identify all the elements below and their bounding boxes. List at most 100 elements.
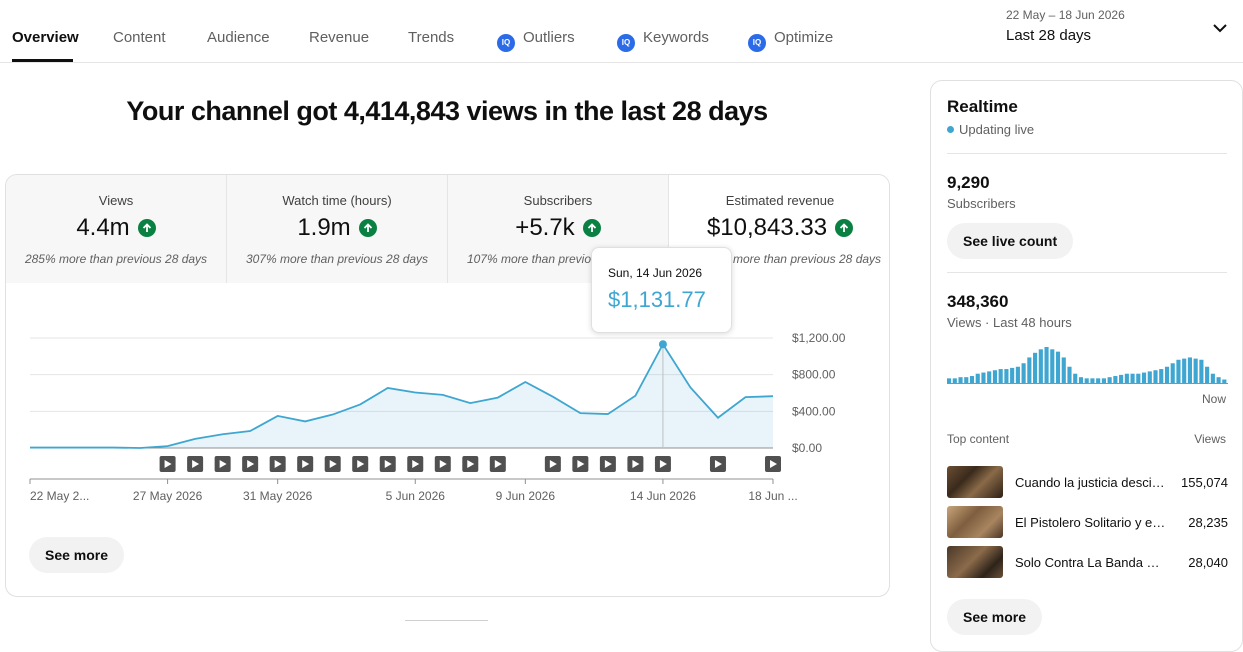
realtime-bar (1073, 373, 1078, 383)
realtime-bar (1044, 347, 1049, 383)
realtime-bar (987, 371, 992, 383)
realtime-bar (992, 370, 998, 383)
realtime-bar (975, 373, 980, 383)
live-status: Updating live (947, 122, 1034, 137)
metric-note: 307% more than previous 28 days (245, 252, 429, 266)
tab-overview[interactable]: Overview (12, 29, 79, 46)
top-content-item[interactable]: Cuando la justicia desciende del cielo 1… (947, 466, 1228, 498)
realtime-bar (1090, 378, 1095, 383)
x-tick-label: 31 May 2026 (243, 489, 313, 503)
video-upload-marker-icon[interactable] (709, 456, 726, 472)
realtime-bar (1159, 369, 1164, 383)
realtime-bar (1176, 359, 1181, 383)
metric-value: $10,843.33 (707, 214, 854, 242)
video-upload-marker-icon[interactable] (489, 456, 506, 472)
video-upload-marker-icon[interactable] (214, 456, 231, 472)
revenue-line-chart: $1,200.00 $800.00 $400.00 $0.00 22 May 2... 2… (29, 331, 846, 503)
tab-keywords[interactable]: IQ Keywords (617, 29, 709, 52)
realtime-bar (1038, 349, 1043, 383)
series-area (30, 344, 773, 448)
metric-label: Estimated revenue (725, 193, 835, 208)
realtime-bar (969, 376, 975, 383)
video-upload-marker-icon[interactable] (297, 456, 314, 472)
video-upload-marker-icon[interactable] (599, 456, 616, 472)
divider (947, 153, 1227, 154)
tab-trends[interactable]: Trends (408, 29, 455, 46)
realtime-bar (1222, 379, 1227, 383)
metric-value: +5.7k (515, 214, 601, 242)
metric-note: more than previous 28 days (732, 252, 882, 266)
see-more-button[interactable]: See more (29, 537, 125, 573)
video-upload-marker-icon[interactable] (627, 456, 644, 472)
video-upload-marker-icon[interactable] (187, 456, 204, 472)
arrow-up-icon (358, 219, 377, 237)
realtime-bar (1107, 377, 1112, 383)
metric-watch-time[interactable]: Watch time (hours) 1.9m 307% more than p… (227, 175, 448, 283)
realtime-bar (1010, 367, 1015, 383)
video-upload-marker-icon[interactable] (242, 456, 259, 472)
realtime-see-more-button[interactable]: See more (947, 599, 1043, 635)
realtime-bar (981, 372, 986, 383)
video-upload-marker-icon[interactable] (269, 456, 286, 472)
date-range-label: Last 28 days (1006, 27, 1092, 44)
arrow-up-icon (582, 219, 601, 237)
top-content-item[interactable]: Solo Contra La Banda Maldita 28,040 (947, 546, 1228, 578)
realtime-bar (1147, 371, 1152, 383)
realtime-bar (1050, 349, 1055, 383)
scroll-indicator (405, 620, 488, 621)
video-upload-marker-icon[interactable] (324, 456, 341, 472)
date-range-picker[interactable]: 22 May – 18 Jun 2026 Last 28 days (1006, 8, 1125, 44)
arrow-up-icon (137, 219, 156, 237)
video-upload-marker-icon[interactable] (544, 456, 561, 472)
metric-label: Views (98, 193, 134, 208)
metric-label: Subscribers (523, 193, 593, 208)
x-tick-label: 14 Jun 2026 (630, 489, 696, 503)
metric-value: 1.9m (297, 214, 377, 242)
video-upload-marker-icon[interactable] (379, 456, 396, 472)
tab-content[interactable]: Content (113, 29, 166, 46)
realtime-bar (1216, 377, 1221, 383)
realtime-bar (1170, 363, 1175, 383)
x-tick-label: 5 Jun 2026 (386, 489, 446, 503)
video-upload-marker-icon[interactable] (654, 456, 671, 472)
video-upload-marker-icon[interactable] (407, 456, 424, 472)
video-thumbnail (947, 546, 1003, 578)
chevron-down-icon[interactable] (1210, 18, 1230, 38)
realtime-bar (1182, 358, 1187, 383)
realtime-title: Realtime (947, 97, 1018, 116)
realtime-bar (1078, 377, 1084, 383)
realtime-bar (947, 378, 952, 383)
tab-revenue[interactable]: Revenue (309, 29, 370, 46)
video-upload-marker-icon[interactable] (159, 456, 176, 472)
realtime-bar (1119, 374, 1124, 383)
see-live-count-button[interactable]: See live count (947, 223, 1074, 259)
video-upload-marker-icon[interactable] (434, 456, 451, 472)
realtime-bar (1187, 357, 1192, 383)
metric-views[interactable]: Views 4.4m 285% more than previous 28 da… (6, 175, 227, 283)
overview-card: Views 4.4m 285% more than previous 28 da… (5, 174, 890, 597)
realtime-bar (1096, 378, 1101, 383)
vidiq-badge-icon: IQ (748, 34, 766, 52)
subscriber-count: 9,290 (947, 173, 990, 192)
video-thumbnail (947, 506, 1003, 538)
tab-audience[interactable]: Audience (207, 29, 270, 46)
metric-label: Watch time (hours) (282, 193, 392, 208)
realtime-bar (1061, 357, 1066, 383)
realtime-bar (1021, 363, 1026, 383)
metric-note: 285% more than previous 28 days (24, 252, 208, 266)
video-upload-marker-icon[interactable] (462, 456, 479, 472)
metric-estimated-revenue[interactable]: Estimated revenue $10,843.33 more than p… (669, 175, 889, 283)
tab-optimize[interactable]: IQ Optimize (748, 29, 833, 52)
video-upload-marker-icon[interactable] (352, 456, 369, 472)
top-content-item[interactable]: El Pistolero Solitario y el destino 28,2… (947, 506, 1228, 538)
video-upload-marker-icon[interactable] (765, 456, 781, 472)
video-views: 28,040 (1188, 555, 1228, 570)
tab-outliers[interactable]: IQ Outliers (497, 29, 575, 52)
realtime-bar (1164, 366, 1170, 383)
views-48h-count: 348,360 (947, 292, 1009, 311)
realtime-bar (1027, 357, 1032, 383)
realtime-bar (1141, 372, 1147, 383)
realtime-bar (1101, 378, 1106, 383)
video-upload-marker-icon[interactable] (572, 456, 589, 472)
realtime-bar (1136, 373, 1141, 383)
